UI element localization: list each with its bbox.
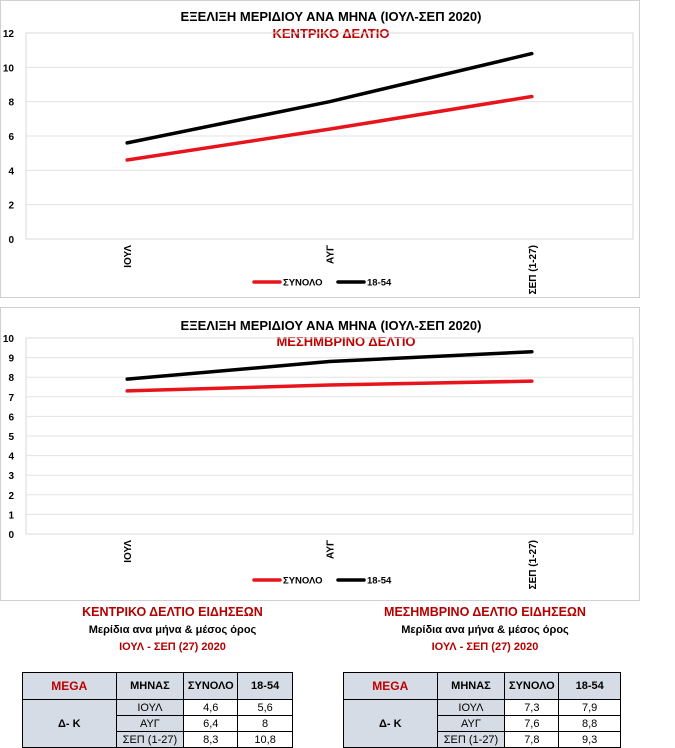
table-subheading: Μερίδια ανα μήνα & μέσος όρος [88,624,257,636]
share-table-mesimvrino: MEGA ΜΗΝΑΣ ΣΥΝΟΛΟ 18-54 Δ- Κ ΙΟΥΛ 7,3 7,… [343,672,621,748]
table-row: Δ- Κ ΙΟΥΛ 4,6 5,6 [22,699,293,748]
table-heading: ΚΕΝΤΡΙΚΟ ΔΕΛΤΙΟ ΕΙΔΗΣΕΩΝ [82,605,263,619]
table-cell: ΑΥΓ [115,715,185,732]
table-block-mesimvrino: ΜΕΣΗΜΒΡΙΝΟ ΔΕΛΤΙΟ ΕΙΔΗΣΕΩΝ Μερίδια ανα μ… [330,601,640,748]
y-tick-label: 10 [3,63,15,74]
y-tick-label: 8 [8,373,14,384]
y-tick-label: 2 [8,491,14,502]
table-row: ΑΥΓ 7,6 8,8 [344,715,621,732]
chart-title: ΕΞΕΛΙΞΗ ΜΕΡΙΔΙΟΥ ΑΝΑ ΜΗΝΑ (ΙΟΥΛ-ΣΕΠ 2020… [181,318,482,333]
column-header: 18-54 [558,672,621,700]
y-tick-label: 10 [3,334,15,345]
table-row: ΣΕΠ (1-27) 8,3 10,8 [23,731,293,748]
table-cell: ΣΕΠ (1-27) [436,731,506,748]
table-cell: ΙΟΥΛ [436,699,506,716]
table-cell: 5,6 [237,699,293,716]
table-header-row: MEGA ΜΗΝΑΣ ΣΥΝΟΛΟ 18-54 [22,672,293,700]
table-heading: ΜΕΣΗΜΒΡΙΝΟ ΔΕΛΤΙΟ ΕΙΔΗΣΕΩΝ [384,605,586,619]
y-tick-label: 7 [8,393,14,404]
x-tick-label: ΣΕΠ (1-27) [528,540,539,589]
chart-title: ΕΞΕΛΙΞΗ ΜΕΡΙΔΙΟΥ ΑΝΑ ΜΗΝΑ (ΙΟΥΛ-ΣΕΠ 2020… [181,9,482,24]
x-tick-label: ΙΟΥΛ [123,245,134,268]
table-cell: 6,4 [183,715,239,732]
table-cell: 7,8 [504,731,560,748]
table-cell: ΙΟΥΛ [115,699,185,716]
column-header: ΜΗΝΑΣ [436,672,506,700]
column-header: ΣΥΝΟΛΟ [504,672,560,700]
x-tick-label: ΑΥΓ [326,245,337,264]
y-tick-label: 5 [8,432,14,443]
legend-label: 18-54 [367,576,392,587]
column-header: ΜΗΝΑΣ [115,672,185,700]
chart-panel-kentriko: ΕΞΕΛΙΞΗ ΜΕΡΙΔΙΟΥ ΑΝΑ ΜΗΝΑ (ΙΟΥΛ-ΣΕΠ 2020… [0,0,640,298]
table-cell: 9,3 [558,731,621,748]
y-tick-label: 2 [8,201,14,212]
series-line-synolo [125,379,534,393]
channel-label: MEGA [343,672,438,700]
y-tick-label: 6 [8,412,14,423]
table-cell: 8,3 [183,731,239,748]
table-row: ΣΕΠ (1-27) 7,8 9,3 [344,731,621,748]
line-chart-mesimvrino: ΕΞΕΛΙΞΗ ΜΕΡΙΔΙΟΥ ΑΝΑ ΜΗΝΑ (ΙΟΥΛ-ΣΕΠ 2020… [3,318,634,589]
column-header: ΣΥΝΟΛΟ [183,672,239,700]
chart-subtitle: ΜΕΣΗΜΒΡΙΝΟ ΔΕΛΤΙΟ [276,334,415,349]
table-period: ΙΟΥΛ - ΣΕΠ (27) 2020 [119,641,226,653]
plot-area [25,337,634,535]
y-tick-label: 9 [8,354,14,365]
x-tick-label: ΣΕΠ (1-27) [528,245,539,294]
table-subheading: Μερίδια ανα μήνα & μέσος όρος [401,624,569,636]
channel-label: MEGA [22,672,117,700]
x-tick-label: ΑΥΓ [326,540,337,559]
legend-label: ΣΥΝΟΛΟ [283,576,323,587]
legend-label: 18-54 [367,278,392,289]
table-cell: 8,8 [558,715,621,732]
table-cell: 8 [237,715,293,732]
series-line-synolo [125,94,534,162]
table-row: ΑΥΓ 6,4 8 [23,715,293,732]
plot-area [25,32,634,240]
y-tick-label: 4 [8,166,14,177]
line-chart-kentriko: ΕΞΕΛΙΞΗ ΜΕΡΙΔΙΟΥ ΑΝΑ ΜΗΝΑ (ΙΟΥΛ-ΣΕΠ 2020… [3,9,634,294]
y-tick-label: 1 [8,510,14,521]
y-tick-label: 3 [8,471,14,482]
group-label: Δ- Κ [22,699,117,748]
table-cell: 4,6 [183,699,239,716]
x-tick-label: ΙΟΥΛ [123,540,134,563]
table-cell: ΣΕΠ (1-27) [115,731,185,748]
y-tick-label: 8 [8,98,14,109]
table-row: Δ- Κ ΙΟΥΛ 7,3 7,9 [343,699,621,748]
table-header-row: MEGA ΜΗΝΑΣ ΣΥΝΟΛΟ 18-54 [343,672,621,700]
table-period: ΙΟΥΛ - ΣΕΠ (27) 2020 [431,641,539,653]
chart-panel-mesimvrino: ΕΞΕΛΙΞΗ ΜΕΡΙΔΙΟΥ ΑΝΑ ΜΗΝΑ (ΙΟΥΛ-ΣΕΠ 2020… [0,307,640,601]
table-cell: 7,3 [504,699,560,716]
y-tick-label: 4 [8,452,14,463]
column-header: 18-54 [237,672,293,700]
y-tick-label: 6 [8,132,14,143]
share-table-kentriko: MEGA ΜΗΝΑΣ ΣΥΝΟΛΟ 18-54 Δ- Κ ΙΟΥΛ 4,6 5,… [22,672,293,748]
table-cell: 7,9 [558,699,621,716]
y-tick-label: 0 [8,235,14,246]
series-line-18-54 [125,51,534,145]
y-tick-label: 12 [3,29,15,40]
table-cell: 10,8 [237,731,293,748]
table-block-kentriko: ΚΕΝΤΡΙΚΟ ΔΕΛΤΙΟ ΕΙΔΗΣΕΩΝ Μερίδια ανα μήν… [0,601,360,748]
y-tick-label: 0 [8,530,14,541]
group-label: Δ- Κ [343,699,438,748]
table-cell: ΑΥΓ [436,715,506,732]
table-cell: 7,6 [504,715,560,732]
series-line-18-54 [125,349,534,381]
legend-label: ΣΥΝΟΛΟ [283,278,323,289]
